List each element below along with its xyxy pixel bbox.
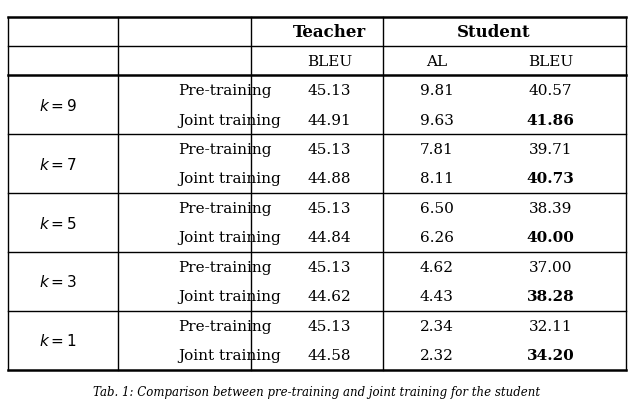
Text: 9.63: 9.63 (420, 113, 454, 127)
Text: 45.13: 45.13 (308, 143, 351, 157)
Text: Joint training: Joint training (178, 113, 281, 127)
Text: 2.32: 2.32 (420, 348, 454, 362)
Text: 2.34: 2.34 (420, 319, 454, 333)
Text: 44.84: 44.84 (308, 231, 351, 245)
Text: 45.13: 45.13 (308, 84, 351, 98)
Text: 44.58: 44.58 (308, 348, 351, 362)
Text: Teacher: Teacher (293, 23, 366, 40)
Text: 40.57: 40.57 (529, 84, 573, 98)
Text: Joint training: Joint training (178, 172, 281, 186)
Text: 38.28: 38.28 (527, 290, 574, 303)
Text: 44.91: 44.91 (307, 113, 351, 127)
Text: 45.13: 45.13 (308, 319, 351, 333)
Text: 40.00: 40.00 (527, 231, 574, 245)
Text: Pre-training: Pre-training (178, 143, 271, 157)
Text: 44.62: 44.62 (307, 290, 351, 303)
Text: $k = 9$: $k = 9$ (39, 98, 77, 113)
Text: 6.50: 6.50 (420, 201, 454, 215)
Text: 44.88: 44.88 (308, 172, 351, 186)
Text: $k = 1$: $k = 1$ (39, 333, 77, 348)
Text: 6.26: 6.26 (420, 231, 454, 245)
Text: 41.86: 41.86 (527, 113, 574, 127)
Text: 38.39: 38.39 (529, 201, 573, 215)
Text: 4.62: 4.62 (420, 260, 454, 274)
Text: $k = 3$: $k = 3$ (39, 274, 77, 290)
Text: BLEU: BLEU (528, 55, 573, 68)
Text: 32.11: 32.11 (529, 319, 573, 333)
Text: Joint training: Joint training (178, 348, 281, 362)
Text: 4.43: 4.43 (420, 290, 454, 303)
Text: 8.11: 8.11 (420, 172, 454, 186)
Text: Joint training: Joint training (178, 290, 281, 303)
Text: Joint training: Joint training (178, 231, 281, 245)
Text: 39.71: 39.71 (529, 143, 573, 157)
Text: 45.13: 45.13 (308, 260, 351, 274)
Text: Student: Student (457, 23, 531, 40)
Text: Pre-training: Pre-training (178, 319, 271, 333)
Text: BLEU: BLEU (307, 55, 353, 68)
Text: $k = 5$: $k = 5$ (39, 215, 77, 231)
Text: AL: AL (427, 55, 448, 68)
Text: Pre-training: Pre-training (178, 260, 271, 274)
Text: 34.20: 34.20 (527, 348, 574, 362)
Text: Tab. 1: Comparison between pre-training and joint training for the student: Tab. 1: Comparison between pre-training … (93, 385, 541, 398)
Text: 40.73: 40.73 (527, 172, 574, 186)
Text: Pre-training: Pre-training (178, 84, 271, 98)
Text: 37.00: 37.00 (529, 260, 573, 274)
Text: Pre-training: Pre-training (178, 201, 271, 215)
Text: 9.81: 9.81 (420, 84, 454, 98)
Text: $k = 7$: $k = 7$ (39, 156, 77, 172)
Text: 45.13: 45.13 (308, 201, 351, 215)
Text: 7.81: 7.81 (420, 143, 454, 157)
